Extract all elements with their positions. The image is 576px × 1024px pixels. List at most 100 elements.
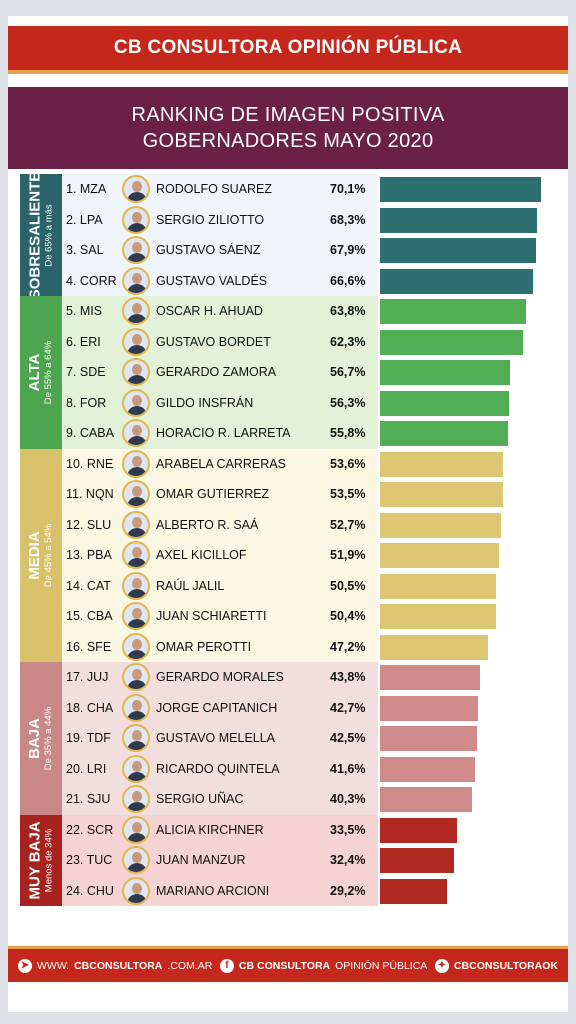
- bar: [380, 665, 481, 690]
- band-label: ALTA De 55% a 64%: [20, 296, 62, 449]
- table-row: 9. CABA HORACIO R. LARRETA 55,8%: [8, 418, 568, 448]
- data-label: 41,6%: [330, 761, 366, 776]
- brand-banner: CB CONSULTORA OPINIÓN PÚBLICA: [8, 26, 568, 74]
- row-province: 10. RNE: [66, 456, 114, 471]
- row-province: 15. CBA: [66, 609, 113, 623]
- footer-web-prefix: WWW.: [37, 959, 70, 972]
- avatar-head: [132, 577, 142, 589]
- avatar-head: [132, 547, 142, 558]
- row-province: 14. CAT: [66, 578, 111, 593]
- row-governor-name: OMAR GUTIERREZ: [156, 487, 270, 501]
- avatar-body: [127, 893, 147, 903]
- avatar-body: [127, 741, 147, 750]
- row-province: 1. MZA: [66, 182, 107, 196]
- row-governor-name: GUSTAVO SÁENZ: [156, 243, 261, 257]
- bar: [380, 604, 496, 629]
- avatar-head: [132, 486, 142, 497]
- data-label: 40,3%: [330, 792, 366, 806]
- bar: [380, 390, 510, 416]
- avatar-body: [127, 283, 147, 293]
- avatar-body: [127, 771, 147, 781]
- footer-twitter[interactable]: ✦ CBCONSULTORAOK: [434, 958, 558, 973]
- row-province: 8. FOR: [66, 395, 107, 410]
- avatar-body: [127, 314, 147, 323]
- cursor-icon: ➤: [18, 958, 32, 973]
- avatar-head: [132, 730, 142, 741]
- data-label: 53,6%: [330, 456, 366, 471]
- footer-web-bold: CBCONSULTORA: [74, 959, 163, 972]
- avatar-head: [132, 272, 142, 284]
- avatar-body: [127, 375, 147, 384]
- band-label: SOBRESALIENTE De 65% a más: [20, 171, 62, 299]
- avatar-head: [132, 791, 142, 802]
- avatar-body: [127, 253, 147, 262]
- avatar: [122, 693, 150, 722]
- avatar: [122, 480, 150, 508]
- data-label: 42,5%: [330, 731, 366, 745]
- avatar-head: [132, 669, 142, 680]
- avatar: [122, 449, 150, 478]
- avatar-body: [127, 680, 147, 689]
- avatar-head: [132, 425, 142, 436]
- bar: [380, 451, 503, 477]
- row-governor-name: SERGIO UÑAC: [156, 792, 244, 806]
- row-governor-name: GILDO INSFRÁN: [156, 395, 254, 410]
- table-row: 8. FOR GILDO INSFRÁN 56,3%: [8, 388, 568, 418]
- row-province: 17. JUJ: [66, 670, 109, 684]
- bar: [380, 512, 501, 538]
- avatar: [122, 876, 150, 905]
- bar: [380, 817, 457, 843]
- avatar-body: [127, 832, 147, 842]
- avatar-head: [132, 211, 142, 223]
- data-label: 29,2%: [330, 883, 366, 898]
- avatar-body: [127, 222, 147, 232]
- ranking-chart: SOBRESALIENTE De 65% a más ALTA De 55% a 64…: [8, 16, 568, 1012]
- data-label: 43,8%: [330, 670, 366, 684]
- avatar-body: [127, 497, 147, 506]
- data-label: 56,7%: [330, 365, 366, 379]
- table-row: 10. RNE ARABELA CARRERAS 53,6%: [8, 449, 568, 479]
- avatar-head: [132, 852, 142, 863]
- title-line-1: RANKING DE IMAGEN POSITIVA: [131, 104, 445, 126]
- twitter-icon: ✦: [434, 958, 449, 973]
- band-background: [20, 814, 378, 906]
- row-governor-name: OMAR PEROTTI: [156, 639, 252, 654]
- avatar: [122, 327, 150, 356]
- row-governor-name: AXEL KICILLOF: [156, 548, 247, 562]
- avatar: [122, 236, 150, 264]
- avatar: [122, 846, 150, 874]
- data-label: 68,3%: [330, 212, 366, 227]
- bar: [380, 299, 527, 324]
- avatar-head: [132, 638, 142, 650]
- bar: [380, 238, 536, 263]
- row-province: 12. SLU: [66, 517, 112, 532]
- bar: [380, 787, 473, 812]
- table-row: 24. CHU MARIANO ARCIONI 29,2%: [8, 876, 568, 906]
- data-label: 62,3%: [330, 334, 366, 349]
- row-governor-name: MARIANO ARCIONI: [156, 883, 270, 898]
- table-row: 14. CAT RAÚL JALIL 50,5%: [8, 571, 568, 601]
- row-province: 19. TDF: [66, 731, 111, 745]
- data-label: 47,2%: [330, 639, 366, 654]
- data-label: 32,4%: [330, 853, 366, 867]
- row-province: 20. LRI: [66, 761, 107, 776]
- table-row: 17. JUJ GERARDO MORALES 43,8%: [8, 662, 568, 692]
- row-province: 3. SAL: [66, 243, 104, 257]
- data-label: 52,7%: [330, 517, 366, 532]
- avatar-head: [132, 181, 142, 192]
- avatar-body: [127, 863, 147, 872]
- avatar-head: [132, 821, 142, 833]
- band-background: [20, 296, 378, 449]
- row-governor-name: RICARDO QUINTELA: [156, 761, 280, 776]
- data-label: 50,5%: [330, 578, 366, 593]
- row-province: 11. NQN: [66, 487, 114, 501]
- table-row: 11. NQN OMAR GUTIERREZ 53,5%: [8, 479, 568, 509]
- footer-facebook[interactable]: f CB CONSULTORA OPINIÓN PÚBLICA: [219, 958, 427, 973]
- footer-web[interactable]: ➤ WWW. CBCONSULTORA .COM.AR: [18, 958, 212, 973]
- table-row: 13. PBA AXEL KICILLOF 51,9%: [8, 540, 568, 570]
- band-background: [20, 174, 378, 296]
- bar: [380, 573, 496, 599]
- brand-title: CB CONSULTORA OPINIÓN PÚBLICA: [113, 37, 463, 58]
- data-label: 51,9%: [330, 548, 366, 562]
- table-row: 7. SDE GERARDO ZAMORA 56,7%: [8, 357, 568, 387]
